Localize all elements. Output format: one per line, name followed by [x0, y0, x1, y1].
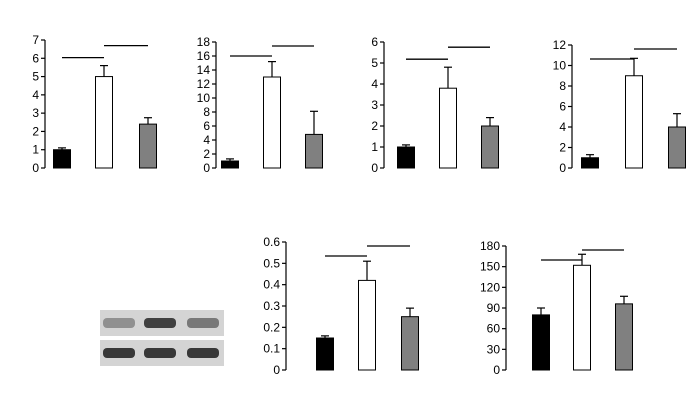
blot-band: [103, 348, 135, 358]
bar-ghrelin: [481, 125, 499, 169]
panel-e-western-blot: [100, 310, 224, 366]
panel-a-chart: 0 1 2 3 4 5 6 7: [32, 33, 157, 175]
y-tick-label: 150: [480, 260, 500, 274]
y-tick-label: 180: [480, 239, 500, 253]
y-tick-label: 1: [32, 143, 39, 157]
bar-ctrl: [397, 146, 415, 169]
y-tick-label: 90: [487, 301, 501, 315]
blot-band: [187, 348, 219, 358]
bar-ghrelin: [615, 303, 633, 371]
y-tick-label: 10: [553, 59, 567, 73]
y-tick-label: 3: [32, 106, 39, 120]
y-tick-label: 12: [197, 77, 211, 91]
bar-ghrelin: [305, 133, 323, 169]
panel-g-chart: 0 30 60 90 120 150 180: [480, 239, 633, 377]
y-tick-label: 0: [371, 161, 378, 175]
y-tick-label: 5: [32, 70, 39, 84]
y-tick-label: 6: [32, 51, 39, 65]
y-tick-label: 4: [203, 133, 210, 147]
bar-ctrl: [221, 160, 239, 169]
bar-il1b: [625, 75, 643, 169]
bar-ctrl: [532, 314, 550, 371]
y-tick-label: 0.2: [263, 320, 280, 334]
y-tick-label: 2: [203, 147, 210, 161]
y-tick-label: 8: [559, 79, 566, 93]
y-tick-label: 4: [371, 77, 378, 91]
y-tick-label: 2: [32, 124, 39, 138]
y-tick-label: 12: [553, 38, 567, 52]
y-tick-label: 6: [559, 100, 566, 114]
bar-il1b: [95, 76, 113, 169]
bar-il1b: [573, 264, 591, 371]
bar-ghrelin: [401, 316, 419, 371]
y-tick-label: 10: [197, 91, 211, 105]
y-tick-label: 2: [371, 119, 378, 133]
y-tick-label: 0.3: [263, 299, 280, 313]
y-tick-label: 0.1: [263, 342, 280, 356]
bar-il1b: [358, 279, 376, 371]
y-tick-label: 60: [487, 322, 501, 336]
panel-d-chart: 0 2 4 6 8 10 12: [553, 38, 686, 175]
panel-f-chart: 0 0.1 0.2 0.3 0.4 0.5 0.6: [263, 235, 419, 377]
y-tick-label: 30: [487, 342, 501, 356]
bar-ghrelin: [668, 126, 686, 169]
bar-ctrl: [316, 337, 334, 371]
y-tick-label: 0: [273, 363, 280, 377]
blot-band: [144, 318, 176, 328]
bar-il1b: [263, 76, 281, 169]
y-tick-label: 0: [203, 161, 210, 175]
bar-il1b: [439, 87, 457, 169]
bar-ctrl: [581, 157, 599, 169]
y-tick-label: 0: [32, 161, 39, 175]
y-tick-label: 0.5: [263, 256, 280, 270]
y-tick-label: 0: [559, 161, 566, 175]
y-tick-label: 2: [559, 141, 566, 155]
y-tick-label: 0.4: [263, 278, 280, 292]
blot-band: [187, 318, 219, 328]
bar-ghrelin: [139, 123, 157, 169]
y-tick-label: 5: [371, 56, 378, 70]
bar-ctrl: [53, 149, 71, 169]
y-tick-label: 120: [480, 280, 500, 294]
y-tick-label: 8: [203, 105, 210, 119]
y-tick-label: 18: [197, 35, 211, 49]
y-tick-label: 14: [197, 63, 211, 77]
y-tick-label: 4: [32, 88, 39, 102]
y-tick-label: 16: [197, 49, 211, 63]
blot-band: [103, 318, 135, 328]
blot-band: [144, 348, 176, 358]
y-tick-label: 1: [371, 140, 378, 154]
y-tick-label: 7: [32, 33, 39, 47]
y-tick-label: 0: [493, 363, 500, 377]
panel-c-chart: 0 1 2 3 4 5 6: [371, 35, 499, 175]
y-tick-label: 6: [203, 119, 210, 133]
y-tick-label: 3: [371, 98, 378, 112]
y-tick-label: 0.6: [263, 235, 280, 249]
y-tick-label: 4: [559, 120, 566, 134]
y-tick-label: 6: [371, 35, 378, 49]
